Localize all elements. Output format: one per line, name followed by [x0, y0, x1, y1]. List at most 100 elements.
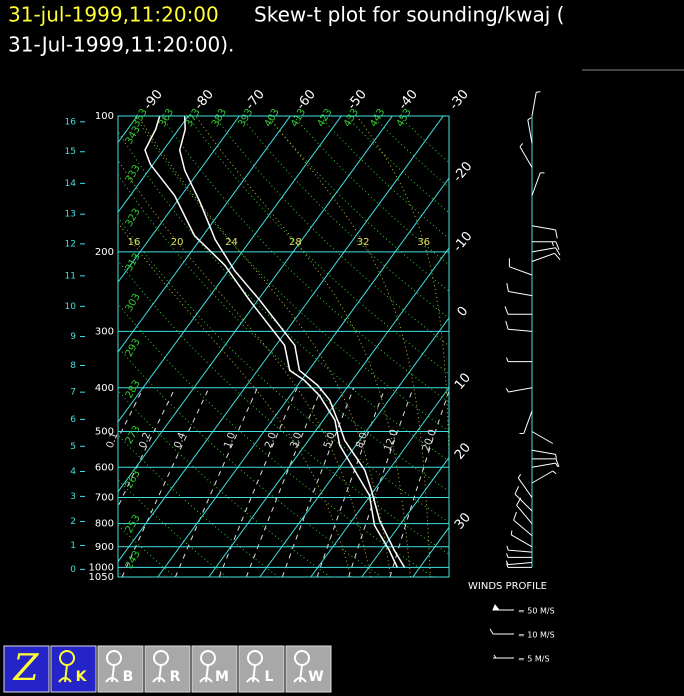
- dry-adiabat: [134, 116, 449, 432]
- toolbar-button[interactable]: W: [285, 645, 332, 693]
- height-tick-label: 0: [70, 565, 76, 575]
- button-label: M: [215, 669, 229, 685]
- dry-adiabat: [213, 116, 449, 347]
- mixing-ratio-line: [118, 387, 176, 508]
- x-tick-label: -50: [345, 87, 370, 113]
- y-tick-label: 1050: [89, 572, 114, 583]
- wind-barb: [506, 563, 532, 568]
- wind-barb: [531, 462, 559, 468]
- mixing-ratio-line: [174, 387, 258, 577]
- wind-barb: [505, 320, 533, 332]
- button-logo: Z: [12, 648, 39, 689]
- mixing-ratio-line: [121, 387, 210, 577]
- toolbar-button[interactable]: Z: [3, 645, 50, 693]
- mixing-ratio-label: 1.0: [222, 431, 238, 450]
- y-tick-label: 1000: [89, 562, 114, 573]
- wind-barb: [506, 545, 533, 553]
- y-tick-label: 700: [95, 493, 114, 504]
- button-face: [97, 645, 144, 693]
- x-tick-label: -10: [450, 229, 475, 255]
- button-face: [144, 645, 191, 693]
- mixing-ratio-label: 0.1: [105, 431, 121, 450]
- y-tick-label: 400: [95, 383, 114, 394]
- button-icon: [293, 664, 307, 683]
- isotherm: [208, 247, 449, 577]
- height-tick-label: 6: [70, 415, 76, 425]
- sounding-line: [144, 116, 398, 568]
- button-icon: [105, 664, 119, 683]
- button-label: K: [76, 669, 88, 685]
- height-tick-label: 11: [65, 271, 76, 281]
- button-face: [238, 645, 285, 693]
- height-tick-label: 10: [65, 302, 77, 312]
- isotherm: [361, 456, 449, 577]
- dry-adiabat: [266, 116, 449, 292]
- button-face: [3, 645, 50, 693]
- dry-adiabat-label: 363: [157, 107, 176, 129]
- toolbar-button[interactable]: K: [50, 645, 97, 693]
- mixing-ratio-line: [245, 387, 322, 577]
- x-tick-label: 0: [455, 304, 472, 320]
- legend-barb: [492, 604, 514, 611]
- wind-barb: [531, 449, 557, 459]
- dry-adiabat: [118, 479, 228, 577]
- isotherm: [118, 116, 291, 353]
- mixing-ratio-line: [348, 387, 414, 577]
- moist-adiabat-label: 32: [357, 237, 370, 248]
- legend-barb: [493, 654, 514, 659]
- isotherm: [412, 526, 449, 577]
- mixing-ratio-label: 0.4: [172, 431, 188, 450]
- moist-adiabat: [118, 159, 372, 577]
- wind-barb: [519, 410, 533, 434]
- wind-barb: [532, 458, 560, 468]
- height-tick-label: 1: [70, 541, 76, 551]
- isotherm: [118, 116, 342, 423]
- x-tick-label: -40: [396, 87, 421, 113]
- wind-barb: [531, 172, 545, 196]
- moist-adiabat-label: 24: [225, 237, 238, 248]
- x-tick-label: -30: [447, 87, 472, 113]
- toolbar-button[interactable]: L: [238, 645, 285, 693]
- mixing-ratio-line: [218, 387, 298, 577]
- moist-adiabat-label: 16: [128, 237, 141, 248]
- button-icon: [58, 664, 72, 683]
- wind-barb: [506, 283, 533, 297]
- height-tick-label: 12: [65, 239, 76, 249]
- height-tick-label: 7: [70, 388, 76, 398]
- button-face: [50, 645, 97, 693]
- dry-adiabat: [118, 302, 434, 577]
- wind-barb: [517, 474, 533, 498]
- height-tick-label: 9: [70, 332, 76, 342]
- toolbar-button[interactable]: M: [191, 645, 238, 693]
- title-time: 31-jul-1999,11:20:00: [8, 3, 219, 27]
- dry-adiabat: [118, 346, 383, 577]
- dry-adiabat: [319, 116, 449, 240]
- sounding-line: [178, 116, 406, 568]
- dry-adiabat-label: 443: [368, 107, 387, 129]
- wind-barb: [531, 470, 557, 484]
- height-tick-label: 8: [70, 361, 76, 371]
- moist-adiabat-label: 28: [289, 237, 302, 248]
- winds-legend-entry: = 50 M/S: [518, 607, 555, 616]
- mixing-ratio-label: 0.2: [137, 431, 153, 450]
- wind-barb: [505, 387, 533, 393]
- y-tick-label: 200: [95, 247, 114, 258]
- winds-legend-title: WINDS PROFILE: [468, 581, 547, 592]
- wind-barb: [505, 560, 533, 566]
- dry-adiabat-label: 283: [124, 378, 143, 400]
- isotherm: [118, 116, 444, 563]
- height-tick-label: 13: [65, 210, 76, 220]
- wind-barb: [506, 357, 532, 363]
- y-tick-label: 800: [95, 519, 114, 530]
- x-tick-label: 10: [452, 371, 474, 393]
- toolbar-button[interactable]: R: [144, 645, 191, 693]
- wind-barb: [531, 247, 561, 256]
- dry-adiabat: [118, 524, 176, 577]
- moist-adiabat: [267, 116, 431, 577]
- height-tick-label: 2: [70, 517, 76, 527]
- toolbar-button[interactable]: B: [97, 645, 144, 693]
- isotherm: [118, 116, 240, 284]
